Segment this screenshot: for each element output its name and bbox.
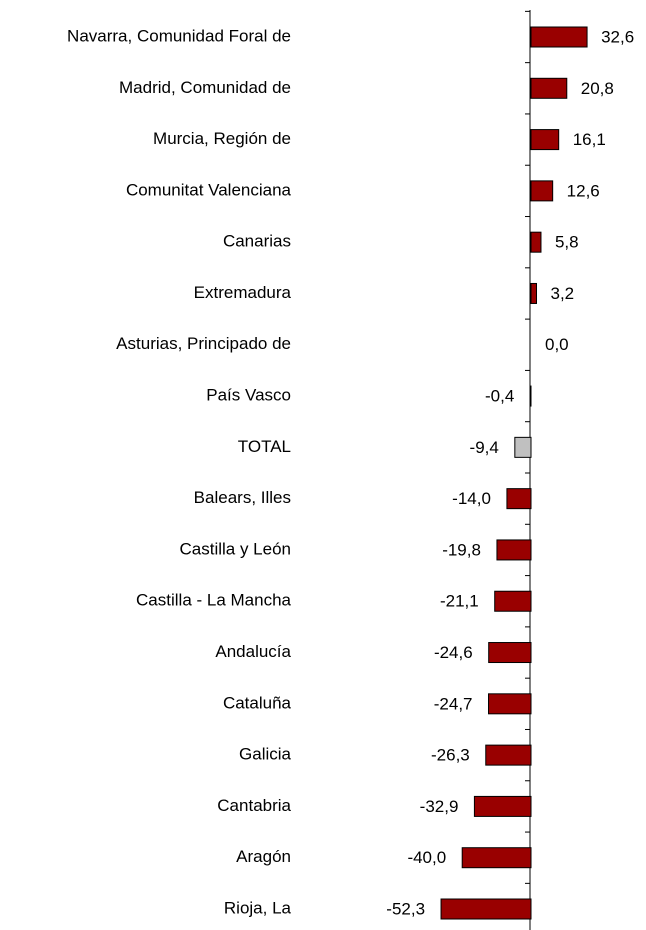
value-label: 3,2	[551, 284, 575, 303]
value-label: -24,6	[434, 643, 473, 662]
value-label: -24,7	[434, 694, 473, 713]
value-label: -32,9	[420, 797, 459, 816]
category-label: Cantabria	[217, 796, 291, 815]
category-label: Canarias	[223, 232, 291, 251]
value-label: 32,6	[601, 27, 634, 46]
bar	[473, 795, 532, 817]
bar	[488, 693, 532, 715]
category-label: Comunitat Valenciana	[126, 180, 292, 199]
category-label: Castilla - La Mancha	[136, 591, 292, 610]
category-label: Navarra, Comunidad Foral de	[67, 26, 291, 45]
bar	[496, 539, 532, 561]
value-label: 0,0	[545, 335, 569, 354]
bar	[440, 898, 532, 920]
bar	[494, 590, 532, 612]
category-label: Asturias, Principado de	[116, 334, 291, 353]
bar	[530, 77, 568, 99]
bar	[530, 231, 542, 253]
value-label: 20,8	[581, 79, 614, 98]
category-label: Andalucía	[215, 642, 291, 661]
value-label: -19,8	[442, 540, 481, 559]
value-label: 5,8	[555, 233, 579, 252]
value-label: -26,3	[431, 746, 470, 765]
value-label: 16,1	[573, 130, 606, 149]
bar	[530, 282, 538, 304]
category-label: Rioja, La	[224, 898, 292, 917]
value-label: -14,0	[452, 489, 491, 508]
category-label: Extremadura	[194, 283, 292, 302]
category-label: Galicia	[239, 745, 292, 764]
category-label: Balears, Illes	[194, 488, 291, 507]
category-label: TOTAL	[238, 437, 291, 456]
value-label: -21,1	[440, 592, 479, 611]
value-label: -9,4	[470, 438, 499, 457]
bar	[514, 436, 532, 458]
category-label: Aragón	[236, 847, 291, 866]
category-label: Castilla y León	[179, 539, 291, 558]
category-label: Cataluña	[223, 693, 292, 712]
value-label: -40,0	[407, 848, 446, 867]
value-label: 12,6	[567, 181, 600, 200]
value-label: -0,4	[485, 387, 514, 406]
category-label: País Vasco	[206, 386, 291, 405]
bar	[529, 385, 532, 407]
bar	[530, 129, 560, 151]
bar	[488, 642, 532, 664]
bar	[530, 180, 554, 202]
value-label: -52,3	[386, 899, 425, 918]
bar	[461, 847, 532, 869]
bar	[485, 744, 532, 766]
category-label: Madrid, Comunidad de	[119, 78, 291, 97]
category-label: Murcia, Región de	[153, 129, 291, 148]
bar	[506, 488, 532, 510]
bar	[530, 26, 588, 48]
